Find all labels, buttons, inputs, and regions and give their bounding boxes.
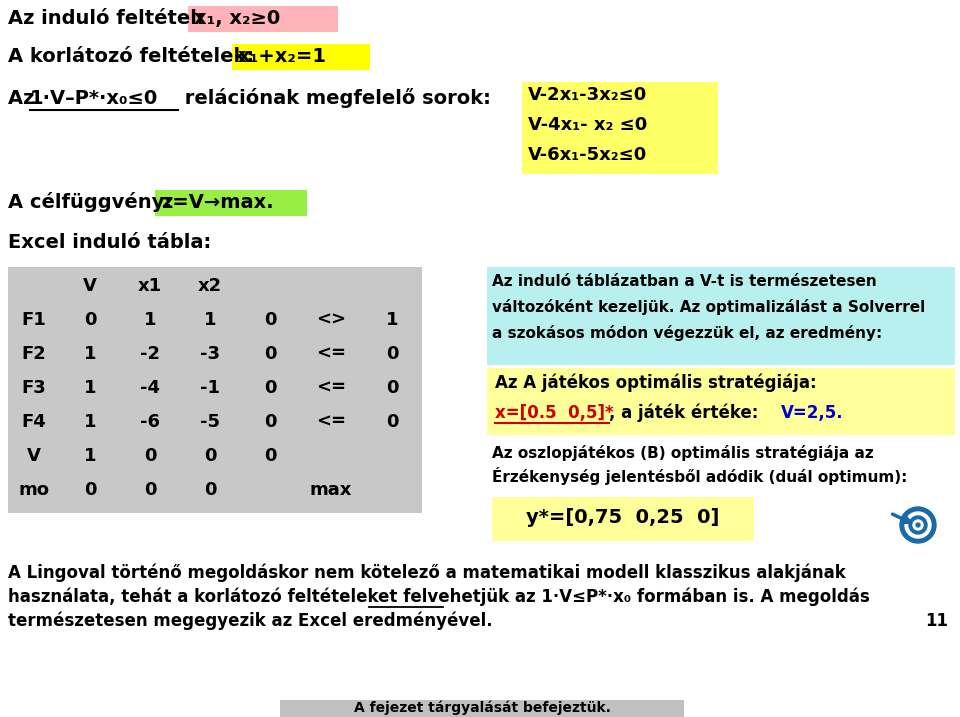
Text: V-4x₁- x₂ ≤0: V-4x₁- x₂ ≤0 — [528, 116, 647, 134]
Text: a szokásos módon végezzük el, az eredmény:: a szokásos módon végezzük el, az eredmén… — [492, 325, 882, 341]
Bar — [492, 497, 754, 541]
Text: Az induló táblázatban a V-t is természetesen: Az induló táblázatban a V-t is természet… — [492, 274, 876, 289]
Text: -2: -2 — [140, 345, 160, 363]
Text: 0: 0 — [264, 345, 276, 363]
Text: -3: -3 — [200, 345, 220, 363]
Text: F3: F3 — [22, 379, 46, 397]
Text: A korlátozó feltételek:: A korlátozó feltételek: — [8, 47, 268, 66]
Text: 1: 1 — [84, 447, 96, 465]
Circle shape — [916, 523, 920, 527]
Text: 0: 0 — [386, 345, 398, 363]
Text: V: V — [27, 447, 41, 465]
Text: 1: 1 — [84, 413, 96, 431]
Text: -5: -5 — [200, 413, 220, 431]
Text: A Lingoval történő megoldáskor nem kötelező a matematikai modell klasszikus alak: A Lingoval történő megoldáskor nem kötel… — [8, 564, 846, 582]
Text: x1: x1 — [138, 277, 162, 295]
Text: relációnak megfelelő sorok:: relációnak megfelelő sorok: — [178, 88, 491, 108]
Text: x₁, x₂≥0: x₁, x₂≥0 — [194, 9, 280, 28]
Text: 1: 1 — [204, 311, 216, 329]
Text: használata, tehát a korlátozó feltételeket felvehetjük az 1·V≤P*·x₀ formában is.: használata, tehát a korlátozó feltételek… — [8, 587, 870, 606]
Text: Érzékenység jelentésből adódik (duál optimum):: Érzékenység jelentésből adódik (duál opt… — [492, 467, 907, 485]
Bar — [280, 700, 684, 717]
Text: z=V→max.: z=V→max. — [161, 193, 274, 212]
Circle shape — [909, 516, 927, 534]
Bar — [8, 267, 422, 513]
Text: Az oszlopjátékos (B) optimális stratégiája az: Az oszlopjátékos (B) optimális stratégiá… — [492, 445, 874, 461]
Text: Az: Az — [8, 89, 41, 108]
Text: <>: <> — [316, 311, 346, 329]
Text: 0: 0 — [386, 379, 398, 397]
Bar — [188, 6, 338, 32]
Text: 0: 0 — [204, 447, 216, 465]
Circle shape — [913, 520, 923, 530]
Text: 1: 1 — [84, 345, 96, 363]
Text: F2: F2 — [22, 345, 46, 363]
Text: <=: <= — [316, 345, 346, 363]
Text: -4: -4 — [140, 379, 160, 397]
Text: <=: <= — [316, 413, 346, 431]
Bar — [155, 190, 307, 216]
Text: 1: 1 — [386, 311, 398, 329]
Text: x2: x2 — [198, 277, 222, 295]
Text: A célfüggvény:: A célfüggvény: — [8, 192, 185, 212]
Circle shape — [905, 512, 931, 538]
Text: x₁+x₂=1: x₁+x₂=1 — [238, 47, 327, 66]
Text: Az induló feltétel:: Az induló feltétel: — [8, 9, 218, 28]
Text: max: max — [310, 481, 352, 499]
Text: <=: <= — [316, 379, 346, 397]
Text: F1: F1 — [22, 311, 46, 329]
Text: 0: 0 — [204, 481, 216, 499]
Text: V-2x₁-3x₂≤0: V-2x₁-3x₂≤0 — [528, 86, 647, 104]
Bar — [522, 82, 718, 174]
Text: 0: 0 — [264, 447, 276, 465]
Text: V: V — [84, 277, 97, 295]
Text: mo: mo — [18, 481, 50, 499]
Circle shape — [900, 507, 936, 543]
Text: 11: 11 — [925, 612, 948, 630]
Text: 1·V–P*·x₀≤0: 1·V–P*·x₀≤0 — [30, 89, 158, 108]
Text: 0: 0 — [144, 447, 156, 465]
Text: 1: 1 — [144, 311, 156, 329]
Bar — [232, 44, 370, 70]
Text: változóként kezeljük. Az optimalizálást a Solverrel: változóként kezeljük. Az optimalizálást … — [492, 299, 925, 315]
Text: 0: 0 — [84, 481, 96, 499]
Text: 0: 0 — [264, 413, 276, 431]
Text: -1: -1 — [200, 379, 220, 397]
Text: 0: 0 — [144, 481, 156, 499]
Text: -6: -6 — [140, 413, 160, 431]
Bar — [487, 368, 955, 435]
Text: V=2,5.: V=2,5. — [781, 404, 844, 422]
Text: x=[0.5  0,5]*: x=[0.5 0,5]* — [495, 404, 613, 422]
Text: 0: 0 — [264, 311, 276, 329]
Text: , a játék értéke:: , a játék értéke: — [609, 404, 764, 422]
Text: y*=[0,75  0,25  0]: y*=[0,75 0,25 0] — [526, 508, 720, 527]
Text: természetesen megegyezik az Excel eredményével.: természetesen megegyezik az Excel eredmé… — [8, 612, 492, 630]
Text: 0: 0 — [264, 379, 276, 397]
Text: 1: 1 — [84, 379, 96, 397]
Bar — [487, 267, 955, 365]
Text: V-6x₁-5x₂≤0: V-6x₁-5x₂≤0 — [528, 146, 647, 164]
Text: F4: F4 — [22, 413, 46, 431]
Text: Az A játékos optimális stratégiája:: Az A játékos optimális stratégiája: — [495, 374, 817, 392]
Text: A fejezet tárgyalását befejeztük.: A fejezet tárgyalását befejeztük. — [353, 701, 611, 715]
Text: 0: 0 — [386, 413, 398, 431]
Text: Excel induló tábla:: Excel induló tábla: — [8, 233, 211, 252]
Text: 0: 0 — [84, 311, 96, 329]
